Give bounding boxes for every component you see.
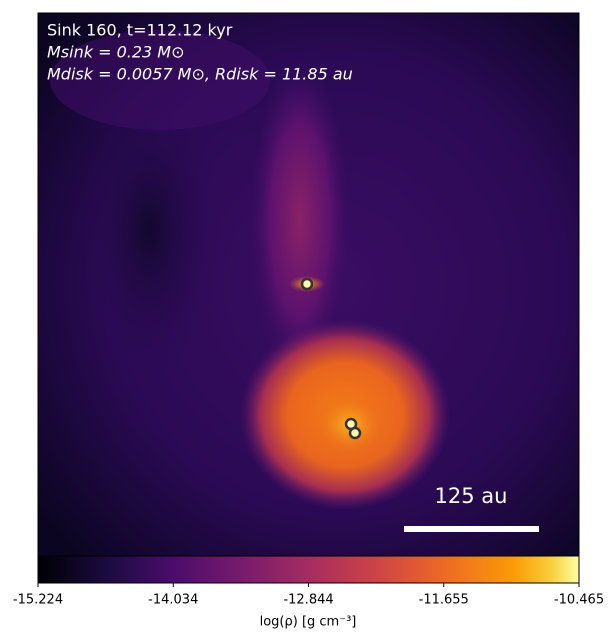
colorbar-tick-label: -10.465	[554, 593, 604, 608]
sink-particle	[300, 277, 362, 440]
annotation: Msink = 0.23 M⊙	[47, 43, 185, 62]
colorbar-tick-label: -11.655	[419, 593, 469, 608]
colorbar-tick-label: -15.224	[13, 593, 63, 608]
colorbar-tick-label: -12.844	[283, 593, 333, 608]
annotation: Mdisk = 0.0057 M⊙, Rdisk = 11.85 au	[47, 65, 353, 84]
density-map	[38, 13, 579, 556]
colorbar-label: log(ρ) [g cm⁻³]	[260, 615, 357, 630]
colorbar	[37, 555, 580, 584]
scale-bar-label: 125 au	[435, 484, 508, 508]
colorbar-tick-label: -14.034	[148, 593, 198, 608]
scale-bar	[404, 526, 539, 532]
annotation: Sink 160, t=112.12 kyr	[47, 21, 233, 40]
